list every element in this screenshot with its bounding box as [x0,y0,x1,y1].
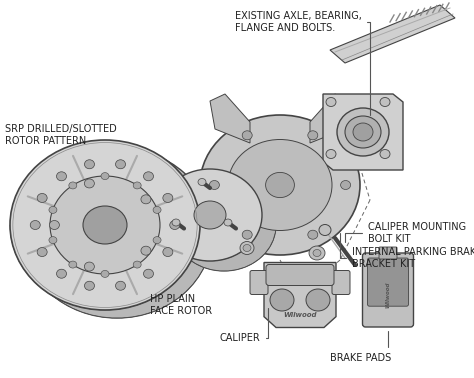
Text: SRP DRILLED/SLOTTED
ROTOR PATTERN: SRP DRILLED/SLOTTED ROTOR PATTERN [5,124,117,152]
Ellipse shape [172,219,180,226]
Ellipse shape [49,206,57,214]
Ellipse shape [341,181,351,189]
Ellipse shape [144,269,154,278]
Ellipse shape [224,219,232,226]
FancyBboxPatch shape [367,258,409,306]
Text: CALIPER MOUNTING
BOLT KIT: CALIPER MOUNTING BOLT KIT [345,222,466,244]
Ellipse shape [84,281,94,290]
FancyBboxPatch shape [332,271,350,294]
FancyBboxPatch shape [266,265,334,285]
Ellipse shape [69,182,77,189]
Text: BRAKE PADS: BRAKE PADS [330,331,391,363]
Ellipse shape [30,220,40,229]
Ellipse shape [69,261,77,268]
Ellipse shape [141,246,151,255]
Ellipse shape [133,182,141,189]
FancyBboxPatch shape [250,271,268,294]
Ellipse shape [326,150,336,158]
Ellipse shape [56,172,66,181]
Ellipse shape [101,173,109,180]
Ellipse shape [198,178,206,186]
Ellipse shape [242,230,252,239]
Ellipse shape [194,201,226,229]
Ellipse shape [153,237,161,243]
Polygon shape [210,94,250,143]
Ellipse shape [10,140,200,310]
Text: Wilwood: Wilwood [283,312,317,318]
Ellipse shape [37,248,47,257]
Ellipse shape [84,160,94,169]
Ellipse shape [242,131,252,140]
Ellipse shape [49,220,59,229]
Ellipse shape [265,172,294,198]
Ellipse shape [210,181,219,189]
Ellipse shape [319,225,331,235]
FancyBboxPatch shape [379,247,397,259]
Ellipse shape [56,269,66,278]
Ellipse shape [337,108,389,156]
Ellipse shape [84,262,94,271]
Ellipse shape [380,98,390,107]
Polygon shape [323,94,403,170]
Text: EXISTING AXLE, BEARING,
FLANGE AND BOLTS.: EXISTING AXLE, BEARING, FLANGE AND BOLTS… [235,11,370,115]
Ellipse shape [144,172,154,181]
Ellipse shape [50,176,160,274]
Ellipse shape [153,206,161,214]
Ellipse shape [170,220,180,229]
Text: HP PLAIN
FACE ROTOR: HP PLAIN FACE ROTOR [150,288,212,316]
Ellipse shape [116,160,126,169]
Polygon shape [330,5,455,63]
Ellipse shape [345,116,381,148]
Ellipse shape [313,249,321,257]
Polygon shape [158,215,276,271]
Ellipse shape [243,245,251,251]
Ellipse shape [308,131,318,140]
FancyBboxPatch shape [363,253,413,327]
Ellipse shape [308,230,318,239]
Text: INTERNAL PARKING BRAKE
BRACKET KIT: INTERNAL PARKING BRAKE BRACKET KIT [340,233,474,269]
Ellipse shape [37,194,47,203]
Ellipse shape [200,115,360,255]
Polygon shape [10,225,212,318]
Ellipse shape [172,179,276,271]
Ellipse shape [326,98,336,107]
Ellipse shape [240,242,254,254]
Ellipse shape [116,281,126,290]
Text: Wilwood: Wilwood [385,282,391,308]
Ellipse shape [309,246,325,260]
Text: CALIPER: CALIPER [220,308,268,343]
Ellipse shape [83,206,127,244]
Ellipse shape [270,289,294,311]
Ellipse shape [141,195,151,204]
Ellipse shape [163,248,173,257]
Ellipse shape [228,139,332,231]
Ellipse shape [49,237,57,243]
Ellipse shape [158,169,262,261]
Ellipse shape [353,123,373,141]
Ellipse shape [84,179,94,188]
Ellipse shape [22,148,212,318]
Ellipse shape [306,289,330,311]
Ellipse shape [380,150,390,158]
Ellipse shape [101,270,109,277]
Polygon shape [264,262,336,327]
Polygon shape [310,94,350,143]
Ellipse shape [163,194,173,203]
Ellipse shape [133,261,141,268]
